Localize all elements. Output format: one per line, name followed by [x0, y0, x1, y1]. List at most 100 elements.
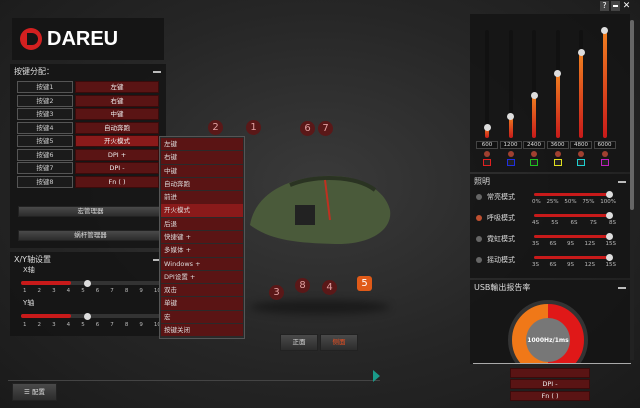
config-button[interactable]: ☰ 配置 — [12, 383, 57, 401]
key-function-cell[interactable]: 中键 — [75, 108, 159, 120]
mouse-button-marker[interactable]: 4 — [322, 280, 337, 295]
dropdown-option[interactable]: 多媒体 + — [161, 244, 243, 257]
mode-label[interactable]: 常亮模式 — [487, 193, 515, 201]
y-slider-knob[interactable] — [84, 312, 92, 320]
dpi-indicator-dot — [578, 151, 584, 157]
x-axis-label: X轴 — [23, 266, 35, 274]
dpi-slider-knob[interactable] — [577, 48, 585, 56]
scrollbar[interactable] — [630, 20, 634, 360]
dpi-slider-knob[interactable] — [601, 27, 608, 34]
dpi-slider[interactable] — [601, 27, 608, 138]
collapse-button[interactable] — [618, 287, 626, 289]
fn-cell[interactable]: Fn ( ) — [510, 391, 590, 401]
mouse-button-marker[interactable]: 6 — [300, 121, 315, 136]
mouse-button-marker[interactable]: 7 — [318, 121, 333, 136]
dropdown-option[interactable]: 自动奔跑 — [161, 177, 243, 191]
mode-radio[interactable] — [476, 194, 482, 200]
collapse-button[interactable] — [153, 71, 161, 73]
tick-label: 6S — [549, 262, 557, 268]
dpi-minus-cell[interactable]: DPI - — [510, 379, 590, 389]
tick-label: 100% — [600, 199, 616, 205]
dropdown-option[interactable]: 按键关闭 — [161, 323, 243, 337]
mouse-button-marker[interactable]: 5 — [357, 276, 372, 291]
dpi-slider[interactable] — [577, 30, 585, 138]
dropdown-option[interactable]: 左键 — [161, 138, 243, 151]
worm-manager-button[interactable]: 蜗杆管理器 — [18, 230, 163, 241]
tick-label: 10 — [153, 288, 161, 294]
dpi-slider[interactable] — [483, 30, 491, 138]
dpi-color-swatch[interactable] — [553, 159, 562, 166]
key-function-cell[interactable]: 开火模式 — [75, 135, 159, 147]
x-slider-knob[interactable] — [84, 279, 92, 287]
collapse-button[interactable] — [618, 181, 626, 183]
collapse-arrow-icon[interactable] — [373, 370, 380, 382]
dpi-color-swatch[interactable] — [483, 159, 491, 166]
mode-radio[interactable] — [476, 215, 482, 221]
key-function-cell[interactable]: Fn ( ) — [75, 175, 159, 188]
dropdown-option[interactable]: 后退 — [161, 217, 243, 231]
key-function-cell[interactable]: 右键 — [75, 94, 159, 107]
tick-label: 1 — [23, 322, 27, 328]
mouse-button-marker[interactable]: 1 — [246, 120, 261, 135]
dropdown-option[interactable]: 快捷键 + — [161, 230, 243, 244]
help-button[interactable]: ? — [600, 1, 609, 11]
tick-label: 3S — [532, 241, 539, 247]
mode-radio[interactable] — [476, 257, 482, 263]
tick-label: 75% — [582, 199, 595, 205]
dpi-slider-knob[interactable] — [554, 70, 561, 78]
mouse-button-marker[interactable]: 3 — [269, 285, 284, 300]
dpi-panel: 600 1200 2400 3600 4800 6000 — [470, 14, 630, 172]
close-button[interactable]: ✕ — [622, 1, 631, 11]
mode-label[interactable]: 呼吸模式 — [487, 214, 515, 222]
mouse-button-marker[interactable]: 2 — [208, 120, 223, 135]
x-slider[interactable] — [21, 279, 163, 287]
dpi-color-swatch[interactable] — [600, 159, 609, 166]
dropdown-option[interactable]: 右键 — [161, 151, 243, 164]
mouse-button-marker[interactable]: 8 — [295, 278, 310, 293]
dpi-slider[interactable] — [507, 30, 514, 138]
collapse-button[interactable] — [153, 259, 161, 261]
tick-label: 6 — [95, 288, 100, 294]
dpi-slider-knob[interactable] — [507, 113, 514, 121]
key-function-cell[interactable]: DPI + — [75, 148, 159, 161]
dpi-slider-knob[interactable] — [530, 91, 538, 99]
dropdown-option[interactable]: 前进 — [161, 191, 243, 204]
key-function-cell[interactable]: 左键 — [75, 81, 159, 93]
mode-label[interactable]: 霓虹模式 — [487, 235, 515, 243]
report-rate-dial[interactable]: 1000Hz/1ms — [508, 300, 588, 364]
dpi-slider-knob[interactable] — [483, 124, 491, 132]
front-view-button[interactable]: 正面 — [280, 334, 318, 351]
mode-label[interactable]: 摇动模式 — [487, 256, 515, 264]
mode-slider[interactable] — [534, 212, 613, 219]
key-function-dropdown[interactable]: 左键 右键 中键 自动奔跑 前进 开火模式 后退 快捷键 + 多媒体 + Windows + DPI… — [159, 136, 245, 340]
dropdown-option[interactable]: 中键 — [161, 164, 243, 177]
y-slider[interactable] — [21, 312, 163, 320]
mode-radio[interactable] — [476, 236, 482, 242]
mode-slider[interactable] — [534, 191, 613, 198]
key-assign-panel: 按键分配： 按键1 左键 按键2 右键 按键3 中键 按键4 自动奔跑 按键5 开火模式 按键6 DP… — [10, 64, 166, 248]
tick-label: 25% — [546, 199, 559, 205]
side-view-button[interactable]: 侧面 — [320, 334, 358, 351]
tick-label: 6S — [549, 241, 557, 247]
dpi-indicator-dot — [484, 151, 490, 157]
dropdown-option[interactable]: 双击 — [161, 284, 243, 297]
dpi-value: 4800 — [570, 141, 592, 149]
mode-slider[interactable] — [534, 233, 613, 240]
dpi-color-swatch[interactable] — [506, 159, 515, 166]
partial-row[interactable] — [510, 368, 590, 378]
dropdown-option[interactable]: 开火模式 — [161, 204, 243, 217]
dpi-slider[interactable] — [554, 30, 561, 138]
dropdown-option[interactable]: Windows + — [161, 257, 243, 270]
dropdown-option[interactable]: 宏 — [161, 310, 243, 324]
dpi-color-swatch[interactable] — [530, 159, 538, 166]
dropdown-option[interactable]: 单键 — [161, 297, 243, 310]
key-function-cell[interactable]: DPI - — [75, 162, 159, 174]
dropdown-option[interactable]: DPI设置 + — [161, 270, 243, 284]
macro-manager-button[interactable]: 宏管理器 — [18, 206, 163, 217]
dpi-color-swatch[interactable] — [577, 159, 585, 166]
key-function-cell[interactable]: 自动奔跑 — [75, 121, 159, 134]
tick-label: 9S — [567, 262, 574, 268]
dpi-slider[interactable] — [530, 30, 538, 138]
mode-slider[interactable] — [534, 254, 613, 261]
minimize-button[interactable] — [611, 1, 620, 11]
